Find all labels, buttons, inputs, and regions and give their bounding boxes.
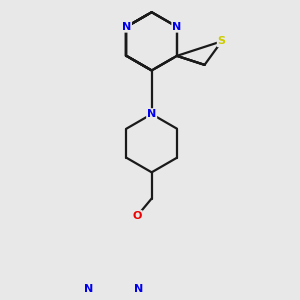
Text: N: N bbox=[122, 22, 131, 32]
Text: N: N bbox=[84, 284, 93, 294]
Text: O: O bbox=[132, 211, 142, 221]
Text: N: N bbox=[147, 109, 156, 119]
Text: N: N bbox=[172, 22, 182, 32]
Text: S: S bbox=[218, 36, 226, 46]
Text: N: N bbox=[134, 284, 144, 294]
